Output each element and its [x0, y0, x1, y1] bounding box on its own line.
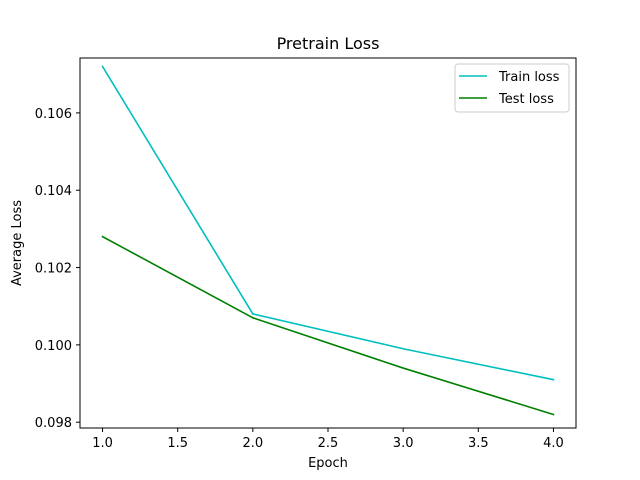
- x-tick-label: 2.0: [243, 436, 264, 451]
- axes-frame: [79, 57, 577, 429]
- y-tick-label: 0.102: [35, 262, 72, 277]
- series-line-2: [101, 235, 555, 416]
- chart-title: Pretrain Loss: [277, 34, 380, 53]
- x-tick-label: 2.5: [318, 436, 339, 451]
- y-tick-label: 0.098: [35, 416, 72, 431]
- legend-label-1: Train loss: [498, 70, 560, 85]
- x-axis: 1.0 1.5 2.0 2.5 3.0 3.5 4.0: [92, 428, 564, 451]
- x-tick-label: 1.0: [92, 436, 113, 451]
- x-tick-label: 3.0: [393, 436, 414, 451]
- y-axis-label: Average Loss: [10, 200, 25, 286]
- x-axis-label: Epoch: [308, 456, 348, 471]
- x-tick-label: 3.5: [468, 436, 489, 451]
- y-axis: 0.098 0.100 0.102 0.104 0.106: [35, 107, 80, 431]
- legend: Train loss Test loss: [454, 63, 570, 113]
- y-tick-label: 0.106: [35, 107, 72, 122]
- y-tick-label: 0.104: [35, 184, 72, 199]
- plot-area: [79, 57, 577, 429]
- y-tick-label: 0.100: [35, 339, 72, 354]
- x-tick-label: 1.5: [167, 436, 188, 451]
- series-line-1: [101, 65, 555, 381]
- x-tick-label: 4.0: [543, 436, 564, 451]
- legend-label-2: Test loss: [498, 92, 554, 107]
